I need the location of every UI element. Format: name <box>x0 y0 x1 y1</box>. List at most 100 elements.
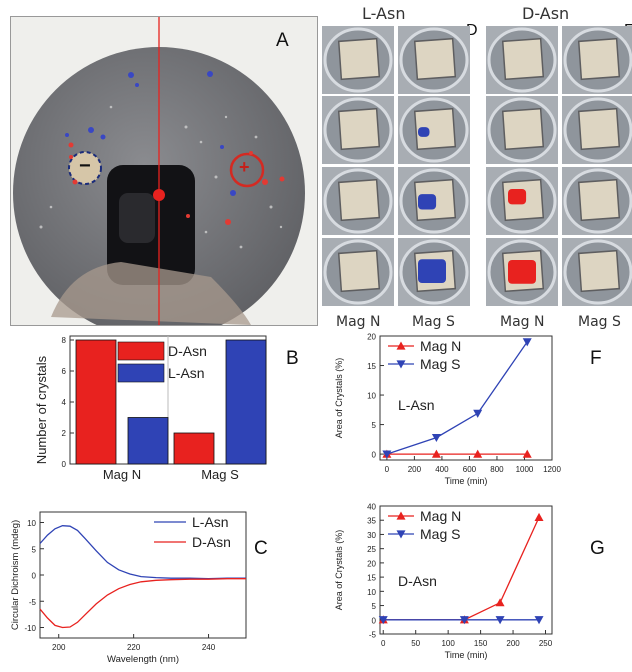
grid-label-d-mag-s: Mag S <box>578 314 621 330</box>
series-line <box>39 525 246 580</box>
data-point <box>382 450 392 459</box>
panel-letter-f: F <box>590 348 602 369</box>
x-axis-label: Time (min) <box>445 650 488 660</box>
blue-crystal <box>418 194 437 210</box>
grid-photo <box>398 26 470 94</box>
column-label-d-asn: D-Asn <box>522 4 570 23</box>
grid-photo <box>486 238 558 306</box>
x-axis-label: Time (min) <box>445 476 488 486</box>
x-tick-label: 1200 <box>543 465 561 474</box>
grid-photo <box>562 26 632 94</box>
x-tick-label: 100 <box>441 639 455 648</box>
plot-frame <box>379 335 553 461</box>
data-point <box>495 616 505 625</box>
grid-photo <box>398 167 470 235</box>
x-tick-label: 0 <box>385 465 390 474</box>
y-tick-label: 0 <box>372 451 377 460</box>
legend-label: D-Asn <box>168 343 207 359</box>
y-tick-label: 15 <box>367 362 376 371</box>
x-tick-label: 240 <box>202 643 216 652</box>
x-tick-label: 0 <box>381 639 386 648</box>
sample-substrate <box>337 178 381 222</box>
bar <box>75 339 117 465</box>
x-tick-label: 600 <box>463 465 477 474</box>
y-axis-label: Number of crystals <box>34 355 49 464</box>
sample-substrate <box>337 107 381 151</box>
y-axis-label: Area of Crystals (%) <box>334 530 344 611</box>
x-tick-label: 400 <box>435 465 449 474</box>
y-tick-label: 20 <box>367 333 376 342</box>
y-tick-label: 0 <box>372 616 377 625</box>
legend-label: Mag S <box>420 356 460 372</box>
data-point <box>378 616 388 625</box>
data-point <box>522 338 532 347</box>
legend-label: Mag N <box>420 508 461 524</box>
bar <box>173 432 215 465</box>
y-tick-label: 35 <box>367 517 376 526</box>
data-point <box>473 409 483 418</box>
grid-label-d-mag-n: Mag N <box>500 314 545 330</box>
column-label-l-asn: L-Asn <box>362 4 406 23</box>
sample-substrate <box>337 249 381 293</box>
data-point <box>534 616 544 625</box>
x-tick-label: 200 <box>408 465 422 474</box>
data-point <box>431 449 441 458</box>
plot-frame <box>379 505 553 635</box>
y-tick-label: 20 <box>367 559 376 568</box>
grid-photo <box>398 238 470 306</box>
x-axis-label: Wavelength (nm) <box>107 654 179 665</box>
y-tick-label: 5 <box>32 545 37 554</box>
bar <box>225 339 267 465</box>
grid-photo <box>322 26 394 94</box>
wafer-photo-svg <box>11 17 317 325</box>
grid-photo <box>562 238 632 306</box>
y-tick-label: 4 <box>62 398 67 407</box>
legend-label: D-Asn <box>192 534 231 550</box>
grid-photo <box>486 96 558 164</box>
series-line <box>39 578 246 629</box>
plot-frame <box>39 511 247 639</box>
data-point <box>522 449 532 458</box>
chart-c: 200 220 240 10 5 0 -5 -10 Wavelength (nm) Circula… <box>10 511 247 665</box>
y-tick-label: 0 <box>32 572 37 581</box>
y-tick-label: 6 <box>62 367 67 376</box>
data-point <box>431 433 441 443</box>
negative-magnet-mark <box>68 151 102 185</box>
series-annotation: L-Asn <box>398 397 435 413</box>
sample-substrate <box>501 37 545 81</box>
panel-letter-b: B <box>286 348 299 369</box>
legend-label: Mag S <box>420 526 460 542</box>
x-tick-label: 220 <box>127 643 141 652</box>
y-axis-label: Circular Dichroism (mdeg) <box>10 520 21 630</box>
x-tick-label: 200 <box>52 643 66 652</box>
sample-substrate <box>413 107 457 151</box>
legend-marker <box>396 341 406 350</box>
red-crystal <box>508 260 536 284</box>
y-tick-label: 10 <box>367 392 376 401</box>
sample-substrate <box>577 249 621 293</box>
grid-photo <box>322 238 394 306</box>
legend-swatch <box>117 363 165 383</box>
photo-grid-svg <box>322 26 632 306</box>
panel-letter-c: C <box>254 538 268 559</box>
x-tick-label: 150 <box>474 639 488 648</box>
series-line <box>383 517 540 621</box>
chart-g: 0 50 100 150 200 250 -5 0 5 10 15 20 25 30 35 40 Time (m… <box>334 503 553 661</box>
x-category-label: Mag S <box>201 467 239 482</box>
blue-crystal <box>418 127 430 137</box>
x-tick-label: 200 <box>506 639 520 648</box>
y-tick-label: 0 <box>62 460 67 469</box>
red-crystal <box>508 189 527 205</box>
grid-label-l-mag-s: Mag S <box>412 314 455 330</box>
legend-label: Mag N <box>420 338 461 354</box>
y-tick-label: 10 <box>27 519 36 528</box>
series-line <box>386 341 528 455</box>
x-tick-label: 50 <box>411 639 420 648</box>
legend-swatch <box>117 341 165 361</box>
sample-substrate <box>577 107 621 151</box>
positive-sign: + <box>239 157 250 177</box>
y-tick-label: -10 <box>24 624 36 633</box>
positive-magnet-mark <box>229 152 265 188</box>
data-point <box>495 598 505 607</box>
data-point <box>473 449 483 458</box>
